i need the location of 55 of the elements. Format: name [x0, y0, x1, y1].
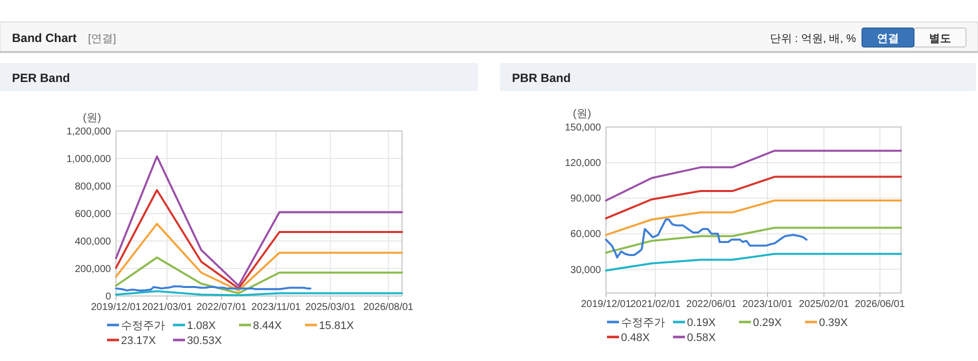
- line-series: [605, 218, 808, 258]
- line-series: [115, 189, 403, 290]
- y-tick-label: 30,000: [570, 264, 602, 276]
- line-series: [605, 150, 902, 202]
- x-tick-label: 2026/06/01: [854, 299, 906, 310]
- x-tick-label: 2023/11/01: [251, 302, 302, 313]
- y-tick-label: 400,000: [74, 236, 112, 248]
- y-tick-label: 90,000: [570, 194, 602, 205]
- legend-label: 30.53X: [187, 335, 223, 347]
- text: 단위 : 억원, 배, %: [770, 33, 856, 45]
- y-tick-label: 150,000: [564, 122, 602, 134]
- x-tick-label: 2022/07/01: [196, 302, 247, 313]
- x-tick-label: 2025/02/01: [798, 299, 850, 310]
- x-tick-label: 2021/03/01: [142, 302, 192, 313]
- line-series: [115, 256, 403, 294]
- y-tick-label: 0: [105, 292, 112, 302]
- x-tick-label: 2025/03/01: [305, 302, 356, 313]
- chart-title: PBR Band: [512, 71, 571, 85]
- line-series: [605, 252, 902, 272]
- legend-label: 0.19X: [687, 317, 716, 329]
- text: [연결]: [88, 33, 116, 45]
- legend-label: 0.48X: [621, 332, 650, 344]
- legend-label: 0.58X: [687, 332, 716, 344]
- x-tick-label: 2023/10/01: [742, 299, 793, 310]
- legend-label: 0.29X: [753, 317, 782, 329]
- y-tick-label: 1,000,000: [66, 154, 112, 165]
- chart-title: PER Band: [12, 71, 70, 85]
- y-tick-label: 60,000: [570, 229, 602, 240]
- x-tick-label: 2026/08/01: [363, 302, 414, 313]
- text: 별도: [929, 33, 951, 45]
- y-tick-label: 600,000: [74, 209, 112, 220]
- line-series: [605, 176, 902, 220]
- text: 연결: [877, 33, 899, 45]
- y-tick-label: 200,000: [74, 264, 112, 275]
- legend-label: 8.44X: [253, 320, 282, 332]
- line-series: [605, 226, 902, 254]
- legend-label: 23.17X: [121, 335, 157, 347]
- line-series: [115, 155, 403, 287]
- y-tick-label: 1,200,000: [66, 126, 112, 138]
- legend-label: 수정주가: [121, 320, 165, 332]
- x-tick-label: 2022/06/01: [686, 299, 737, 310]
- y-tick-label: 800,000: [74, 182, 112, 192]
- x-tick-label: 2021/02/01: [630, 299, 681, 310]
- x-tick-label: 2019/12/01: [90, 302, 142, 313]
- text: Band Chart: [12, 31, 77, 45]
- line-series: [115, 222, 403, 292]
- y-tick-label: 120,000: [564, 158, 602, 170]
- legend-label: 0.39X: [819, 317, 848, 329]
- legend-label: 수정주가: [621, 317, 665, 329]
- x-tick-label: 2019/12/01: [580, 299, 632, 310]
- legend-label: 1.08X: [187, 320, 216, 332]
- y-axis-title: (원): [82, 112, 102, 124]
- legend-label: 15.81X: [319, 320, 355, 332]
- y-axis-title: (원): [572, 108, 592, 120]
- line-series: [605, 200, 902, 236]
